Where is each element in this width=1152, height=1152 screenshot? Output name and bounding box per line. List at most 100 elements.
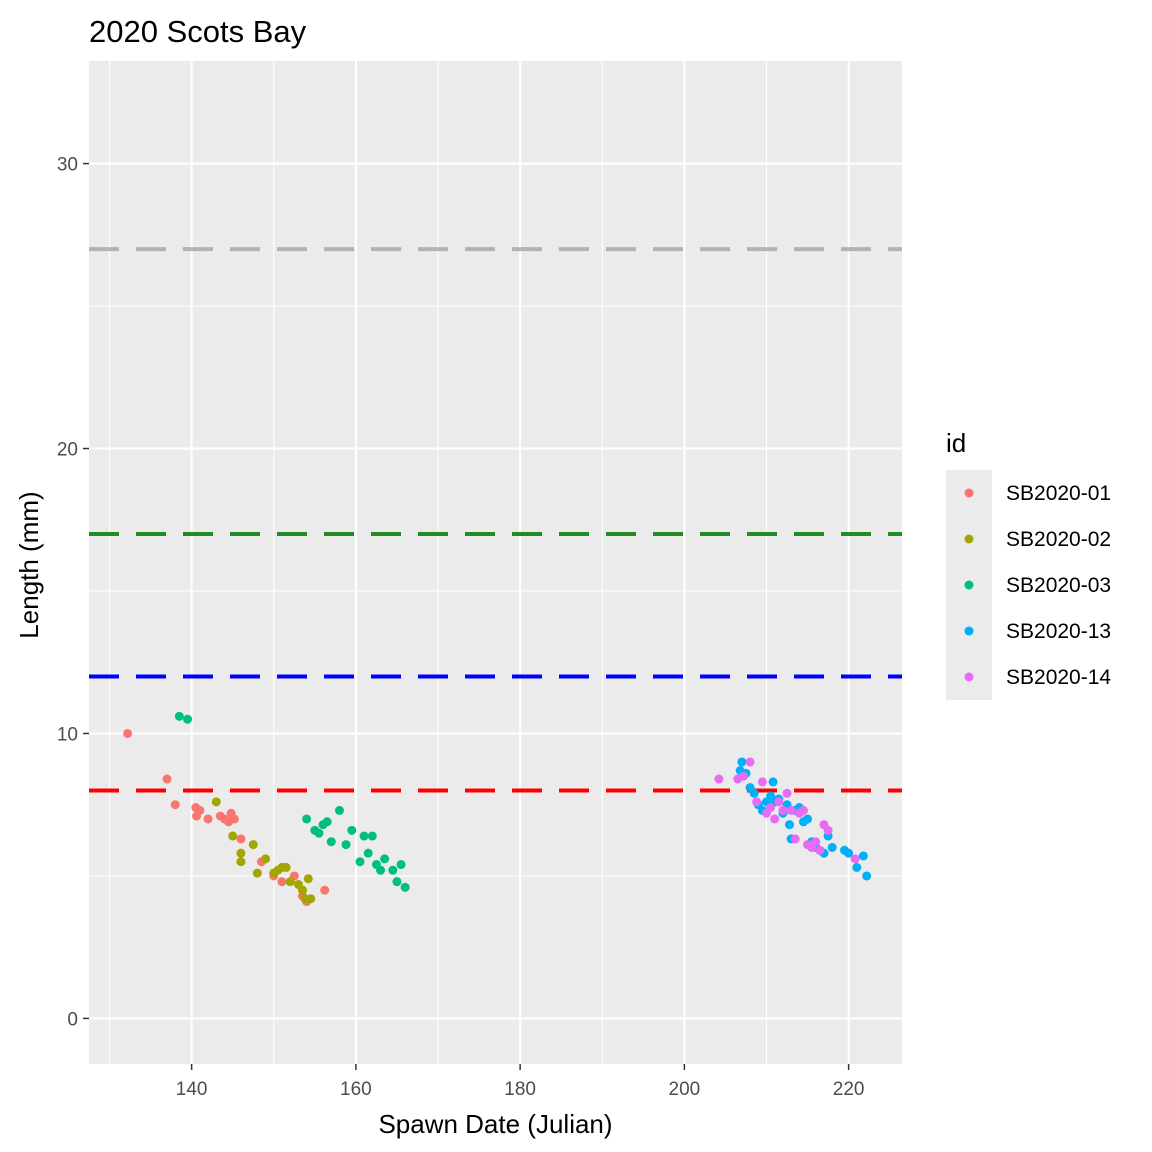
legend-label: SB2020-01 [1006,482,1111,505]
data-point [203,814,213,824]
data-point [823,825,833,835]
data-point [320,885,330,895]
legend-key [964,580,974,590]
data-point [790,834,800,844]
data-point [768,777,778,787]
data-point [252,868,262,878]
x-tick-label: 140 [176,1079,208,1100]
data-point [302,814,312,824]
data-point [281,862,291,872]
data-point [850,854,860,864]
y-tick-label: 20 [57,440,78,461]
data-point [400,882,410,892]
data-point [314,828,324,838]
series-SB2020-14 [714,757,860,864]
data-point [786,805,796,815]
data-point [858,851,868,861]
data-point [195,805,205,815]
y-axis-title: Length (mm) [14,491,44,638]
data-point [359,831,369,841]
data-point [347,825,357,835]
legend-label: SB2020-02 [1006,528,1111,551]
x-axis-ticks: 140 160 180 200 220 [176,1064,865,1100]
legend-key [964,534,974,544]
data-point [739,771,749,781]
data-point [749,788,759,798]
data-point [367,831,377,841]
legend-item: SB2020-02 [964,528,1111,551]
data-point [844,848,854,858]
y-tick-label: 10 [57,724,78,745]
legend: id SB2020-01SB2020-02SB2020-03SB2020-13S… [946,428,1111,700]
y-tick-label: 0 [67,1009,78,1030]
data-point [363,848,373,858]
data-point [277,877,287,887]
legend-title: id [946,428,966,458]
data-point [236,848,246,858]
data-point [737,757,747,767]
data-point [784,820,794,830]
data-point [341,840,351,850]
data-point [174,711,184,721]
legend-key [964,488,974,498]
data-point [298,885,308,895]
data-point [782,788,792,798]
data-point [757,777,767,787]
data-point [376,865,386,875]
data-point [811,837,821,847]
data-point [752,797,762,807]
data-point [778,805,788,815]
data-point [745,757,755,767]
major-gridlines [89,61,902,1064]
data-point [355,857,365,867]
x-tick-label: 160 [340,1079,372,1100]
data-point [303,874,313,884]
data-point [714,774,724,784]
y-axis-ticks: 0 10 20 30 [57,155,89,1030]
data-point [798,805,808,815]
y-tick-label: 30 [57,155,78,176]
minor-gridlines [89,61,902,1064]
data-point [852,862,862,872]
data-point [827,842,837,852]
data-point [261,854,271,864]
legend-item: SB2020-13 [964,620,1111,643]
x-axis-title: Spawn Date (Julian) [378,1109,612,1139]
legend-item: SB2020-01 [964,482,1111,505]
data-point [211,797,221,807]
data-point [228,831,238,841]
data-point [248,840,258,850]
data-point [306,894,316,904]
x-tick-label: 180 [504,1079,536,1100]
plot-panel [89,61,902,1064]
data-point [236,834,246,844]
data-point [815,845,825,855]
data-point [183,714,193,724]
data-point [766,803,776,813]
reference-lines [89,247,902,793]
legend-key [964,626,974,636]
data-point [236,857,246,867]
legend-label: SB2020-13 [1006,620,1111,643]
data-point [326,837,336,847]
data-point [380,854,390,864]
data-points [123,711,872,907]
data-point [803,814,813,824]
x-tick-label: 200 [669,1079,701,1100]
legend-item: SB2020-03 [964,574,1111,597]
legend-items: SB2020-01 SB2020-02 SB2020-03 SB2020-13 SB20… [964,482,1111,689]
series-SB2020-03 [174,711,410,892]
data-point [388,865,398,875]
data-point [229,814,239,824]
x-tick-label: 220 [833,1079,865,1100]
data-point [285,877,295,887]
series-SB2020-02 [211,797,316,904]
chart-title: 2020 Scots Bay [89,14,307,49]
data-point [392,877,402,887]
data-point [322,817,332,827]
data-point [770,814,780,824]
data-point [774,797,784,807]
legend-item: SB2020-14 [964,666,1111,689]
data-point [123,728,133,738]
